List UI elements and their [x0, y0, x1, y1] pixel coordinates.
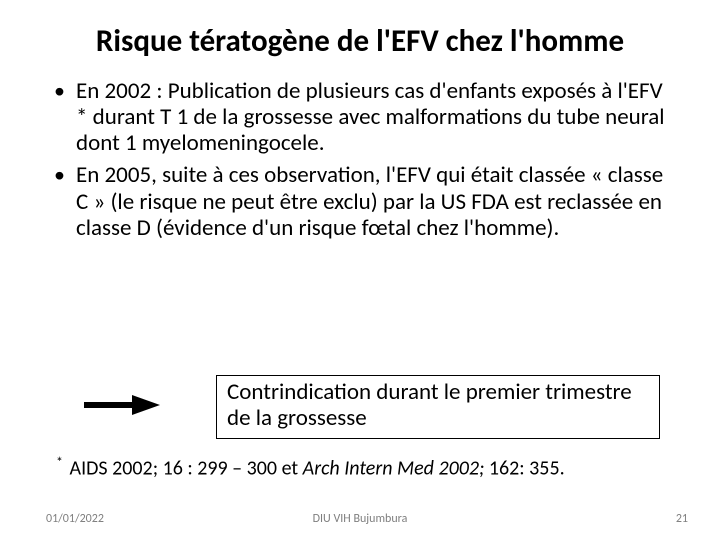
- arrow-icon: [82, 393, 160, 417]
- citation-part1: AIDS 2002; 16 : 299 – 300 et: [70, 457, 303, 481]
- callout-box: Contrindication durant le premier trimes…: [216, 375, 660, 439]
- citation-star: *: [56, 454, 63, 471]
- citation-part2: Arch Intern Med 2002;: [303, 457, 489, 481]
- slide-title: Risque tératogène de l'EFV chez l'homme: [48, 24, 672, 60]
- bullet-item: En 2002 : Publication de plusieurs cas d…: [76, 78, 672, 157]
- bullet-list: En 2002 : Publication de plusieurs cas d…: [48, 78, 672, 241]
- bullet-item: En 2005, suite à ces observation, l'EFV …: [76, 162, 672, 241]
- slide-body: En 2002 : Publication de plusieurs cas d…: [48, 78, 672, 241]
- slide: Risque tératogène de l'EFV chez l'homme …: [0, 0, 720, 540]
- footer-center: DIU VIH Bujumbura: [0, 512, 720, 526]
- citation-text: * AIDS 2002; 16 : 299 – 300 et Arch Inte…: [56, 454, 565, 481]
- citation-part3: 162: 355.: [489, 457, 565, 481]
- footer-page-number: 21: [676, 512, 688, 526]
